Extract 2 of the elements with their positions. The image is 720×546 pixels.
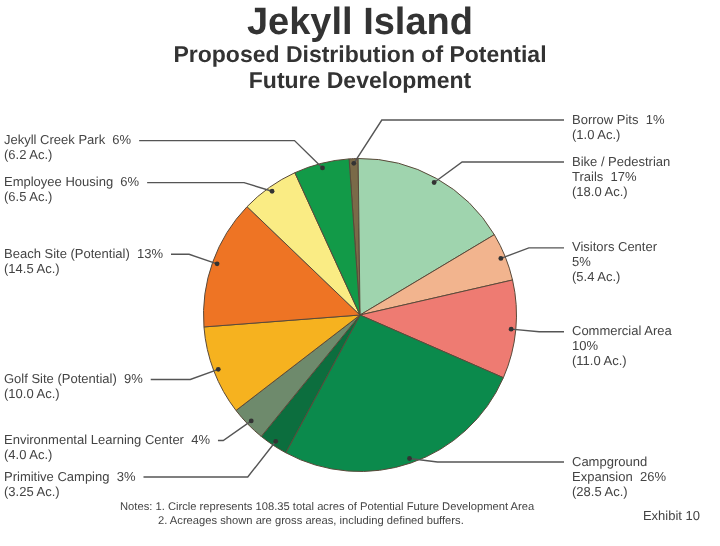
chart-subtitle: Proposed Distribution of Potential Future Development	[171, 44, 549, 96]
chart-title: Jekyll Island	[244, 2, 475, 45]
